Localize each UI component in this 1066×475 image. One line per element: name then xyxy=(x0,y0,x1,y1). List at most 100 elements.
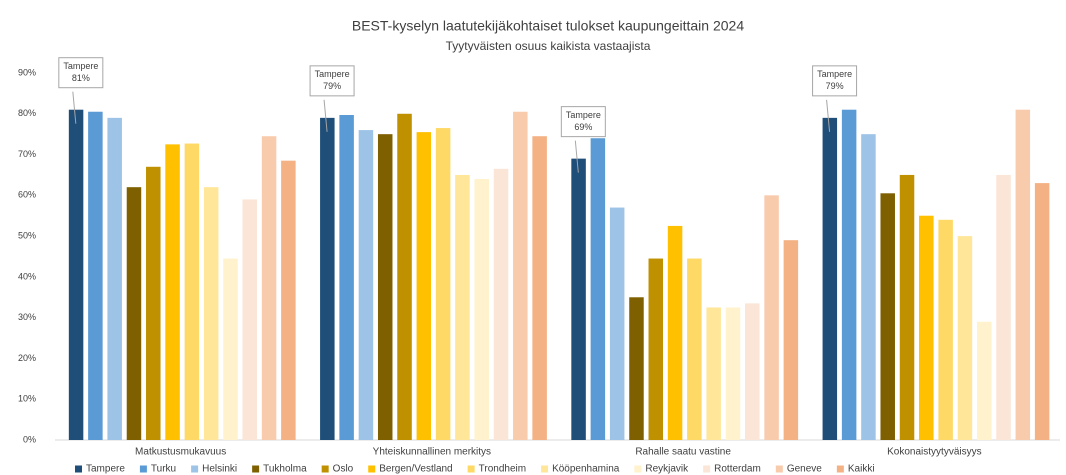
legend-swatch xyxy=(634,465,642,473)
legend-label: Tukholma xyxy=(263,464,307,475)
bar xyxy=(976,321,992,440)
legend-swatch xyxy=(191,465,199,473)
legend-label: Oslo xyxy=(333,464,354,475)
bar xyxy=(938,219,953,440)
x-tick-label: Rahalle saatu vastine xyxy=(635,447,731,458)
y-tick-label: 70% xyxy=(18,149,36,159)
bar xyxy=(474,179,489,440)
legend-label: Tampere xyxy=(86,464,125,475)
bar xyxy=(822,117,838,440)
bar xyxy=(68,109,84,440)
callout-name: Tampere xyxy=(63,61,98,71)
bar xyxy=(339,115,354,441)
y-tick-label: 50% xyxy=(18,230,36,240)
bar xyxy=(281,160,296,440)
legend-swatch xyxy=(321,465,329,473)
bar xyxy=(996,174,1011,440)
x-tick-label: Matkustusmukavuus xyxy=(135,447,226,458)
bar xyxy=(513,111,528,440)
bar xyxy=(629,297,644,440)
callout-name: Tampere xyxy=(817,69,852,79)
legend-swatch xyxy=(541,465,549,473)
legend-swatch xyxy=(703,465,711,473)
y-tick-label: 0% xyxy=(23,434,36,444)
bar xyxy=(783,240,799,440)
bar xyxy=(648,258,664,440)
bar xyxy=(88,111,103,440)
chart-subtitle: Tyytyväisten osuus kaikista vastaajista xyxy=(446,39,651,53)
bar xyxy=(184,143,200,440)
bar xyxy=(764,195,779,440)
bar xyxy=(126,187,142,440)
legend-label: Bergen/Vestland xyxy=(379,464,452,475)
legend-swatch xyxy=(139,465,147,473)
legend-label: Turku xyxy=(151,464,176,475)
bar xyxy=(261,136,277,440)
legend-label: Rotterdam xyxy=(714,464,761,475)
legend-swatch xyxy=(775,465,783,473)
data-label: 79% xyxy=(323,81,341,91)
bar xyxy=(493,168,509,441)
legend-label: Helsinki xyxy=(202,464,237,475)
y-tick-label: 80% xyxy=(18,108,36,118)
bar xyxy=(919,215,934,440)
bar xyxy=(861,134,876,440)
bar xyxy=(667,225,683,440)
callout-box xyxy=(309,65,355,97)
legend-label: Kaikki xyxy=(848,464,875,475)
callout-line xyxy=(574,140,579,173)
bar xyxy=(146,166,161,441)
bar xyxy=(397,113,412,441)
legend-swatch xyxy=(368,465,376,473)
bar xyxy=(706,307,721,440)
data-label: 79% xyxy=(826,81,844,91)
y-tick-label: 10% xyxy=(18,394,36,404)
bar xyxy=(416,132,432,440)
legend-swatch xyxy=(836,465,844,473)
callout-box xyxy=(812,65,858,97)
legend-swatch xyxy=(252,465,260,473)
legend-label: Geneve xyxy=(787,464,822,475)
legend-swatch xyxy=(467,465,475,473)
bar xyxy=(377,134,393,440)
bar xyxy=(435,128,451,441)
bar xyxy=(590,138,606,440)
y-tick-label: 90% xyxy=(18,67,36,77)
bar xyxy=(899,174,915,440)
bar xyxy=(532,136,547,440)
callout-line xyxy=(826,99,831,132)
bar xyxy=(320,117,335,440)
bar xyxy=(841,109,857,440)
bar xyxy=(223,258,238,440)
y-tick-label: 20% xyxy=(18,353,36,363)
y-tick-label: 40% xyxy=(18,271,36,281)
bar xyxy=(165,144,180,440)
bar xyxy=(1034,183,1050,440)
x-tick-label: Yhteiskunnallinen merkitys xyxy=(373,447,491,458)
callout-line xyxy=(72,91,77,124)
x-tick-label: Kokonaistyytyväisyys xyxy=(887,447,981,458)
bar xyxy=(725,307,741,440)
bar xyxy=(107,117,122,440)
bar xyxy=(571,158,586,440)
data-label: 69% xyxy=(574,122,592,132)
callout-name: Tampere xyxy=(315,69,350,79)
y-tick-label: 30% xyxy=(18,312,36,322)
bar xyxy=(880,193,895,440)
data-label: 81% xyxy=(72,73,90,83)
bar xyxy=(609,207,625,440)
bar xyxy=(203,187,219,440)
legend-label: Reykjavik xyxy=(645,464,689,475)
bar xyxy=(687,258,702,440)
bar xyxy=(455,174,470,440)
bar xyxy=(242,199,258,440)
chart-title: BEST-kyselyn laatutekijäkohtaiset tuloks… xyxy=(352,18,744,34)
legend-swatch xyxy=(75,465,82,473)
callout-box xyxy=(58,57,104,89)
bar xyxy=(358,130,374,441)
callout-name: Tampere xyxy=(566,110,601,120)
bar xyxy=(745,303,760,440)
legend-label: Trondheim xyxy=(479,464,526,475)
callout-box xyxy=(560,106,606,138)
